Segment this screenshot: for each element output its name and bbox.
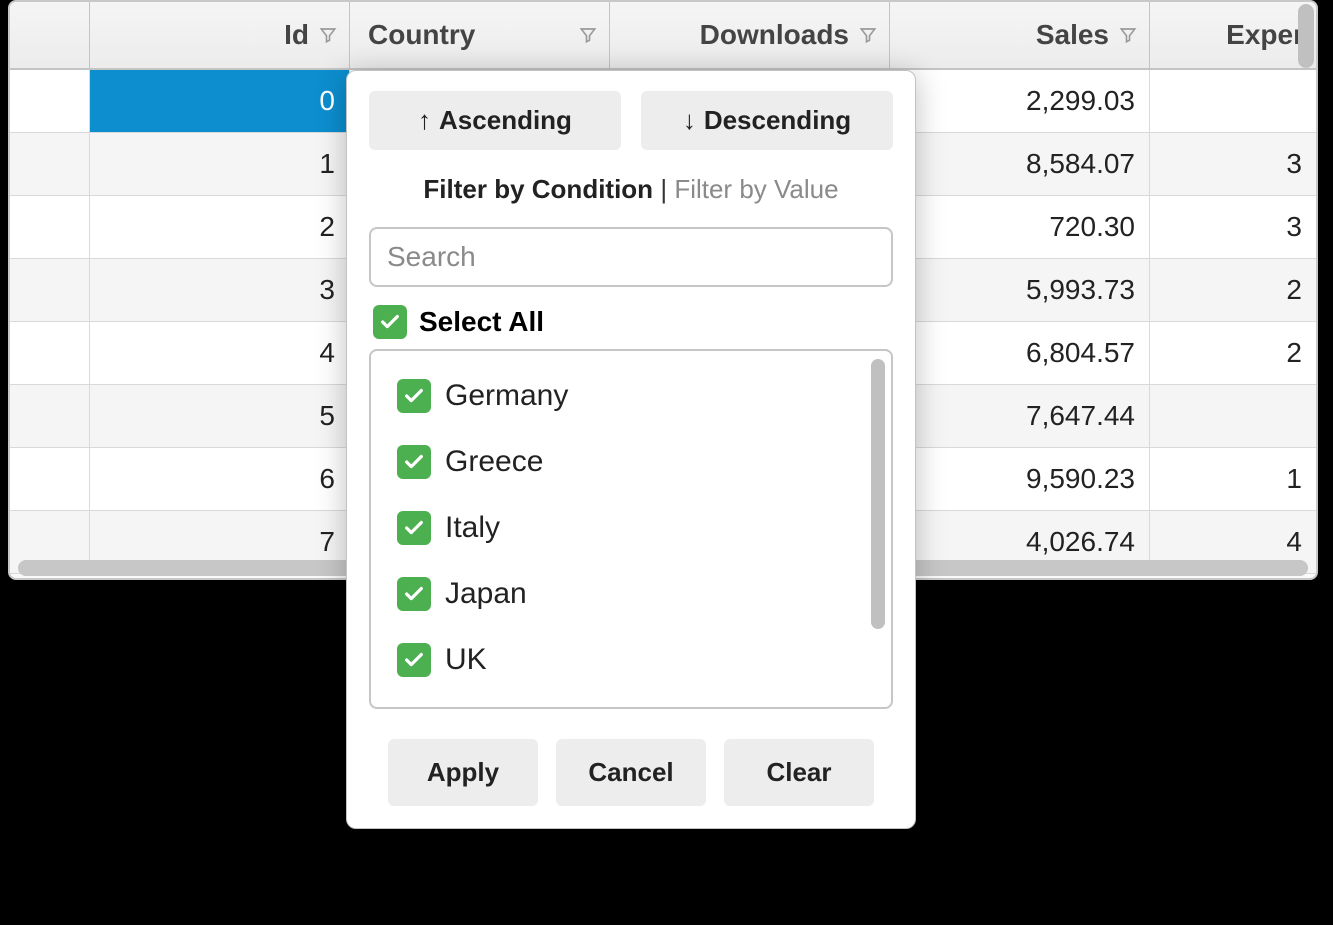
table-cell[interactable] — [10, 133, 90, 196]
filter-actions: Apply Cancel Clear — [369, 739, 893, 806]
table-cell[interactable]: 3 — [90, 259, 350, 322]
column-header-country[interactable]: Country — [350, 2, 610, 68]
table-cell[interactable]: 7,647.44 — [890, 385, 1150, 448]
vertical-scrollbar[interactable] — [1298, 4, 1314, 68]
filter-value-list: Germany Greece Italy Japan UK — [369, 349, 893, 709]
column-label: Downloads — [700, 19, 849, 51]
apply-button[interactable]: Apply — [388, 739, 538, 806]
table-cell[interactable]: 4 — [90, 322, 350, 385]
table-cell[interactable] — [10, 259, 90, 322]
table-cell[interactable]: 3 — [1150, 133, 1316, 196]
table-cell[interactable] — [10, 385, 90, 448]
cancel-button[interactable]: Cancel — [556, 739, 706, 806]
column-header-expenses[interactable]: Exper — [1150, 2, 1316, 68]
column-label: Id — [284, 19, 309, 51]
column-label: Country — [368, 19, 475, 51]
filter-value-item[interactable]: Germany — [397, 363, 865, 429]
header-spacer — [10, 2, 90, 68]
filter-value-label: Italy — [445, 511, 500, 545]
table-cell[interactable]: 5,993.73 — [890, 259, 1150, 322]
filter-value-label: Japan — [445, 577, 527, 611]
sort-ascending-label: Ascending — [439, 105, 572, 136]
filter-by-condition-tab[interactable]: Filter by Condition — [423, 174, 653, 204]
table-cell[interactable] — [10, 70, 90, 133]
column-header-sales[interactable]: Sales — [890, 2, 1150, 68]
filter-value-item[interactable]: Italy — [397, 495, 865, 561]
table-cell[interactable]: 8,584.07 — [890, 133, 1150, 196]
viewport: Id Country Downloads Sales — [0, 0, 1333, 925]
filter-value-item[interactable]: UK — [397, 627, 865, 693]
filter-mode-separator: | — [660, 174, 667, 204]
filter-by-value-tab[interactable]: Filter by Value — [674, 174, 838, 204]
filter-icon[interactable] — [1119, 26, 1137, 44]
filter-icon[interactable] — [319, 26, 337, 44]
table-cell[interactable]: 6 — [90, 448, 350, 511]
filter-value-label: Germany — [445, 379, 568, 413]
arrow-up-icon: ↑ — [418, 105, 431, 136]
table-cell[interactable]: 2,299.03 — [890, 70, 1150, 133]
column-header-downloads[interactable]: Downloads — [610, 2, 890, 68]
filter-popup: ↑ Ascending ↓ Descending Filter by Condi… — [346, 70, 916, 829]
sort-buttons: ↑ Ascending ↓ Descending — [369, 91, 893, 150]
sort-ascending-button[interactable]: ↑ Ascending — [369, 91, 621, 150]
apply-label: Apply — [427, 757, 499, 788]
table-cell[interactable] — [1150, 70, 1316, 133]
table-cell[interactable]: 720.30 — [890, 196, 1150, 259]
checkbox-icon[interactable] — [397, 379, 431, 413]
filter-value-item[interactable]: Japan — [397, 561, 865, 627]
table-cell[interactable] — [10, 448, 90, 511]
table-cell[interactable]: 2 — [90, 196, 350, 259]
checkbox-icon[interactable] — [397, 577, 431, 611]
table-cell[interactable]: 1 — [1150, 448, 1316, 511]
filter-value-label: UK — [445, 643, 487, 677]
select-all-label: Select All — [419, 306, 544, 338]
filter-mode-tabs: Filter by Condition | Filter by Value — [369, 174, 893, 205]
table-cell[interactable]: 2 — [1150, 259, 1316, 322]
table-cell[interactable]: 5 — [90, 385, 350, 448]
checkbox-icon[interactable] — [397, 445, 431, 479]
table-cell[interactable] — [1150, 385, 1316, 448]
table-cell[interactable] — [10, 196, 90, 259]
arrow-down-icon: ↓ — [683, 105, 696, 136]
column-label: Exper — [1226, 19, 1304, 51]
column-header-id[interactable]: Id — [90, 2, 350, 68]
checkbox-icon[interactable] — [397, 643, 431, 677]
checkbox-icon[interactable] — [397, 511, 431, 545]
clear-button[interactable]: Clear — [724, 739, 874, 806]
sort-descending-label: Descending — [704, 105, 851, 136]
table-cell[interactable]: 0 — [90, 70, 350, 133]
filter-value-item[interactable]: Greece — [397, 429, 865, 495]
table-cell[interactable]: 9,590.23 — [890, 448, 1150, 511]
table-cell[interactable]: 1 — [90, 133, 350, 196]
sort-descending-button[interactable]: ↓ Descending — [641, 91, 893, 150]
grid-header: Id Country Downloads Sales — [10, 2, 1316, 70]
table-cell[interactable]: 2 — [1150, 322, 1316, 385]
filter-value-label: Greece — [445, 445, 543, 479]
select-all-row[interactable]: Select All — [369, 305, 893, 339]
table-cell[interactable] — [10, 322, 90, 385]
filter-icon[interactable] — [859, 26, 877, 44]
column-label: Sales — [1036, 19, 1109, 51]
filter-icon[interactable] — [579, 26, 597, 44]
table-cell[interactable]: 6,804.57 — [890, 322, 1150, 385]
list-scrollbar[interactable] — [871, 359, 885, 629]
table-cell[interactable]: 3 — [1150, 196, 1316, 259]
cancel-label: Cancel — [588, 757, 673, 788]
clear-label: Clear — [766, 757, 831, 788]
search-input[interactable] — [369, 227, 893, 287]
checkbox-icon[interactable] — [373, 305, 407, 339]
